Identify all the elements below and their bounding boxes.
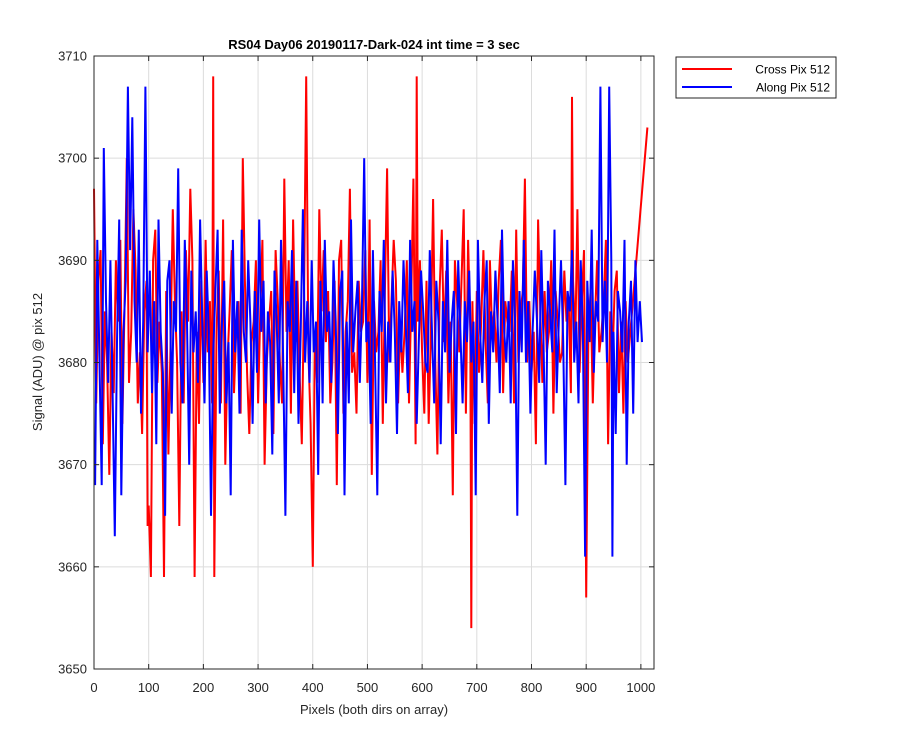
- legend-label-cross: Cross Pix 512: [755, 63, 830, 77]
- y-axis-label: Signal (ADU) @ pix 512: [30, 293, 45, 431]
- x-tick-label: 200: [193, 680, 215, 695]
- y-tick-label: 3660: [58, 559, 87, 574]
- x-tick-label: 500: [357, 680, 379, 695]
- x-tick-label: 100: [138, 680, 160, 695]
- x-tick-label: 400: [302, 680, 324, 695]
- x-tick-label: 800: [521, 680, 543, 695]
- chart-title: RS04 Day06 20190117-Dark-024 int time = …: [228, 37, 520, 52]
- axis-ticks: 0 100 200 300 400 500 600 700 800 900 1000 3650 3660…: [58, 49, 655, 696]
- x-tick-label: 0: [90, 680, 97, 695]
- legend-label-along: Along Pix 512: [756, 81, 830, 95]
- legend-box: [675, 56, 837, 99]
- y-tick-label: 3680: [58, 355, 87, 370]
- x-tick-label: 300: [247, 680, 269, 695]
- y-tick-label: 3690: [58, 253, 87, 268]
- x-axis-label: Pixels (both dirs on array): [300, 702, 448, 717]
- y-tick-label: 3670: [58, 457, 87, 472]
- y-tick-label: 3710: [58, 49, 87, 64]
- legend: Cross Pix 512 Along Pix 512: [675, 56, 837, 99]
- x-tick-label: 600: [411, 680, 433, 695]
- series-line-along: [94, 86, 643, 557]
- x-tick-label: 900: [575, 680, 597, 695]
- y-tick-label: 3700: [58, 151, 87, 166]
- x-tick-label: 700: [466, 680, 488, 695]
- series-layer: [93, 76, 649, 629]
- y-tick-label: 3650: [58, 662, 87, 677]
- x-tick-label: 1000: [626, 680, 655, 695]
